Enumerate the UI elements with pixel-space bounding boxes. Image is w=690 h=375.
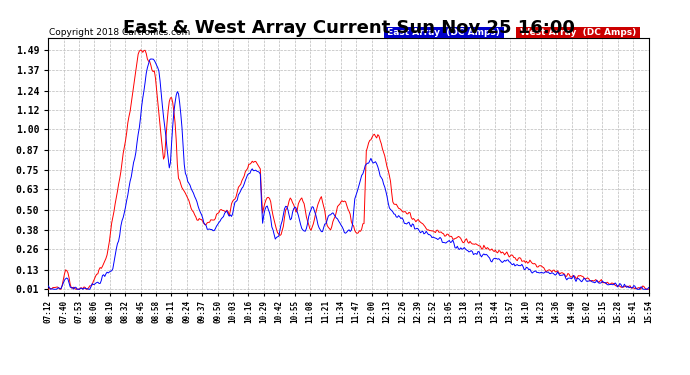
Title: East & West Array Current Sun Nov 25 16:00: East & West Array Current Sun Nov 25 16:… xyxy=(123,20,574,38)
Text: East Array  (DC Amps): East Array (DC Amps) xyxy=(384,28,504,37)
Text: West Array  (DC Amps): West Array (DC Amps) xyxy=(517,28,639,37)
Text: Copyright 2018 Cartronics.com: Copyright 2018 Cartronics.com xyxy=(49,28,190,37)
